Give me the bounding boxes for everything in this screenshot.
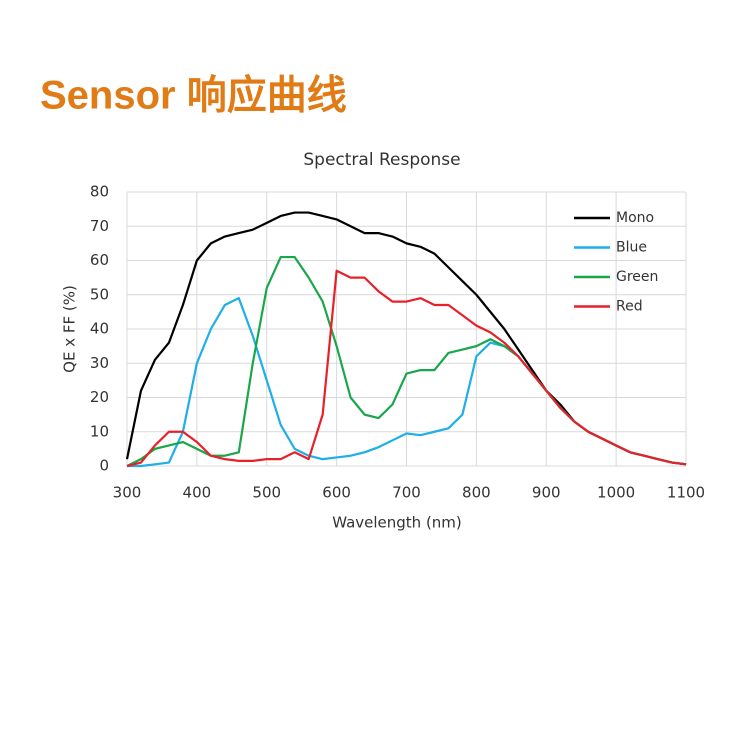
header-title: Sensor 响应曲线 — [40, 74, 347, 118]
x-tick-label: 500 — [252, 484, 281, 502]
x-tick-label: 700 — [392, 484, 421, 502]
y-tick-label: 20 — [90, 388, 109, 406]
y-axis-label: QE x FF (%) — [61, 285, 79, 373]
legend-label: Blue — [616, 240, 647, 256]
legend-label: Red — [616, 299, 643, 315]
x-tick-label: 400 — [183, 484, 212, 502]
y-tick-label: 70 — [90, 217, 109, 235]
series-line — [126, 269, 687, 468]
legend-label: Green — [616, 269, 658, 285]
y-tick-label: 60 — [90, 251, 109, 269]
chart-title: Spectral Response — [303, 150, 460, 170]
x-tick-label: 1100 — [667, 484, 705, 502]
y-tick-label: 10 — [90, 422, 109, 440]
y-tick-label: 40 — [90, 320, 109, 338]
x-tick-label: 300 — [113, 484, 142, 502]
x-tick-label: 1000 — [597, 484, 635, 502]
legend-label: Mono — [616, 210, 654, 226]
y-tick-label: 0 — [99, 457, 109, 475]
x-tick-label: 900 — [532, 484, 561, 502]
x-tick-label: 600 — [322, 484, 351, 502]
y-tick-label: 50 — [90, 285, 109, 303]
y-tick-label: 80 — [90, 183, 109, 201]
x-axis-label: Wavelength (nm) — [332, 514, 462, 532]
y-tick-label: 30 — [90, 354, 109, 372]
x-tick-label: 800 — [462, 484, 491, 502]
